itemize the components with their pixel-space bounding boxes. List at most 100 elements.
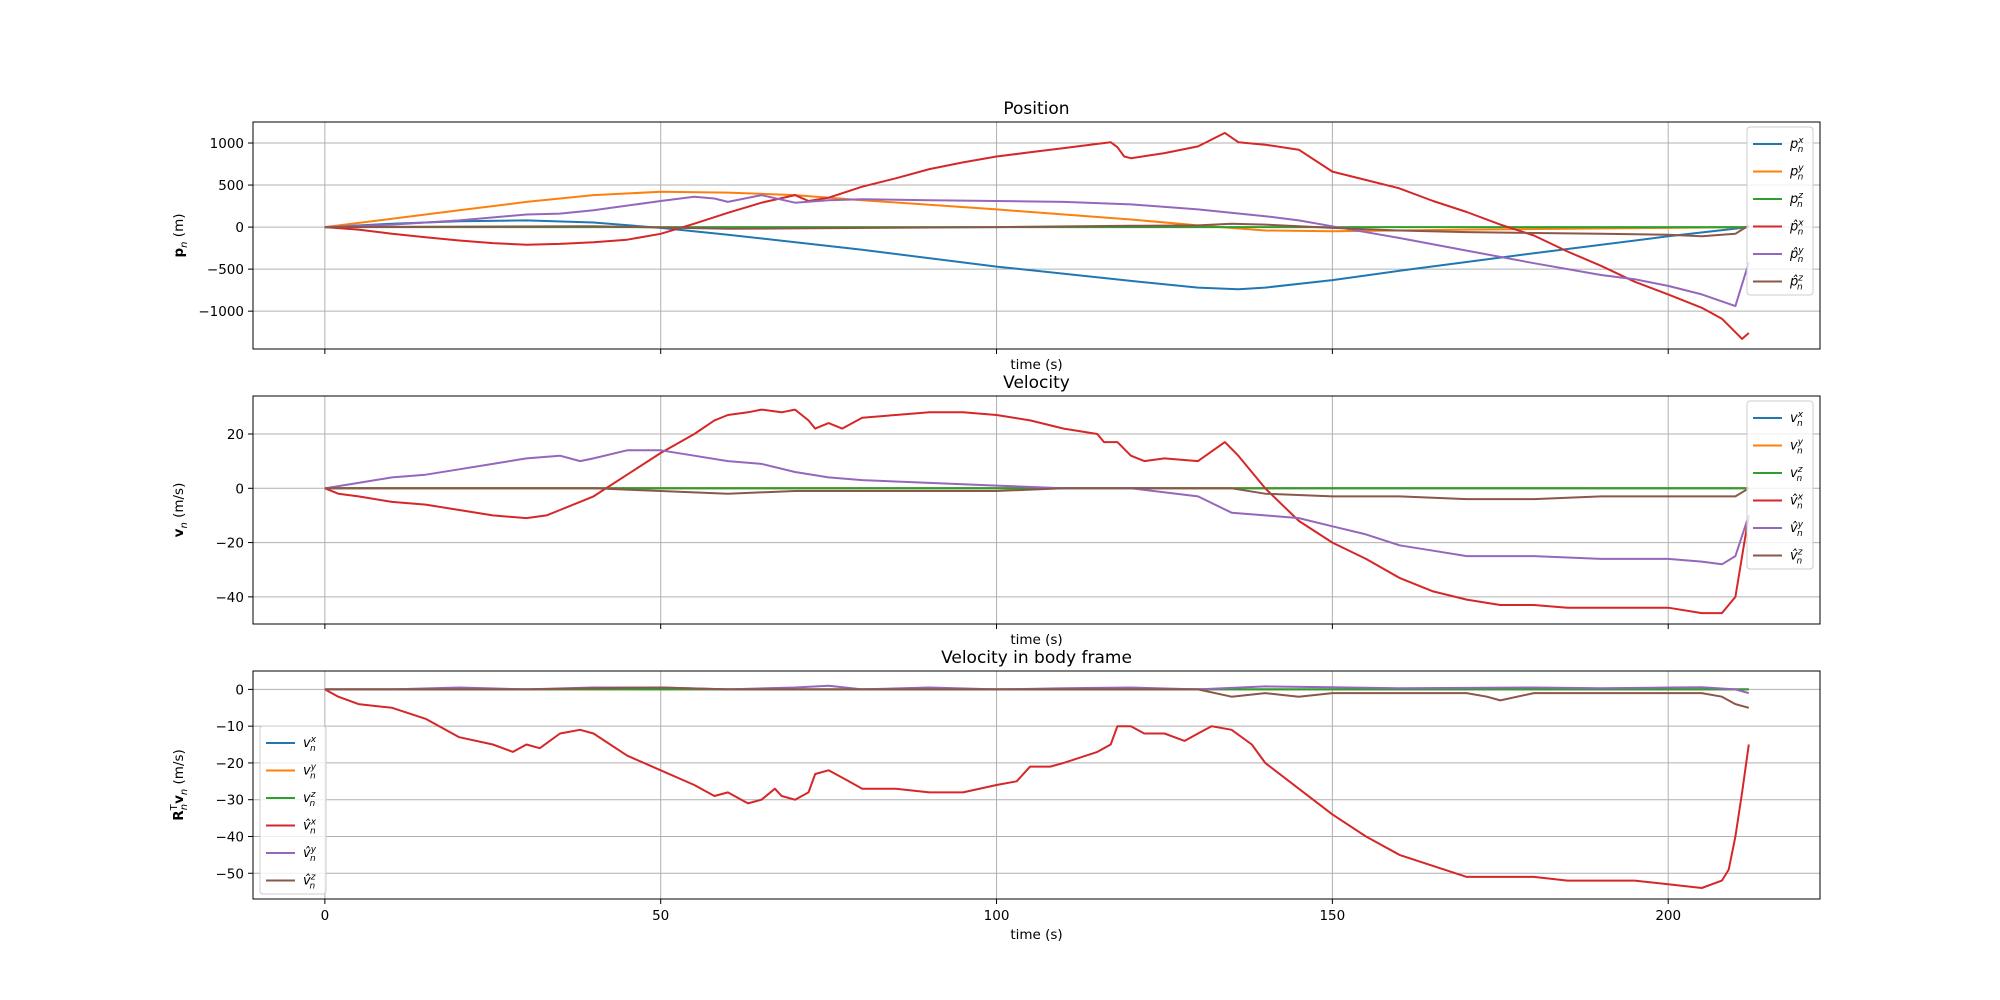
legend-box <box>1746 400 1814 570</box>
legend-label-base: v <box>303 764 311 779</box>
legend: px np_n^xpy np_n^ypz np_n^zp̂x np̂_n^xp̂y np̂… <box>1746 126 1814 296</box>
legend-label-base: v̂ <box>303 846 311 861</box>
legend-label-1: vy nv_n^y <box>303 763 317 782</box>
series-group <box>324 131 1750 340</box>
legend-label-base: p <box>1789 137 1798 152</box>
legend-label-base: v <box>1790 439 1798 454</box>
legend-label-sup: z <box>1797 465 1803 475</box>
legend-label-sub: n <box>1797 447 1803 457</box>
chart-title: Position <box>1003 99 1069 119</box>
legend-label-sub: n <box>1798 228 1804 238</box>
legend-label-base: p̂ <box>1789 247 1798 262</box>
legend-label-sup: z <box>310 790 316 800</box>
series-line-1 <box>324 190 1749 233</box>
legend-label-3: v̂x nv̂_n^x <box>303 818 317 837</box>
legend-label-sub: n <box>1796 474 1802 484</box>
legend-label-sup: y <box>310 845 317 855</box>
legend-label-sup: y <box>1797 520 1804 530</box>
x-tick-label: 50 <box>652 908 669 924</box>
legend-label-5: p̂z np̂_n^z <box>1789 274 1803 293</box>
legend-label-sub: n <box>1798 173 1804 183</box>
y-tick-label: −30 <box>216 793 245 809</box>
y-tick-label: 0 <box>235 220 244 236</box>
axes-frame <box>252 121 1821 350</box>
y-label-sup: T <box>169 803 180 811</box>
y-tick-label: 0 <box>235 682 244 698</box>
legend-label-sub: n <box>1797 502 1803 512</box>
y-tick-label: 1000 <box>210 136 244 152</box>
y-tick-label: −20 <box>216 756 245 772</box>
y-tick-label: −20 <box>216 536 245 552</box>
y-label-base: R <box>171 810 187 821</box>
axes-frame <box>252 395 1821 625</box>
legend-label-4: v̂y nv̂_n^y <box>303 845 317 864</box>
y-axis-label: RTnvn (m/s)R_n^T v_n (m/s) <box>169 749 190 821</box>
legend-label-base: v <box>1790 466 1798 481</box>
legend-label-sup: x <box>310 818 317 828</box>
legend-label-2: pz np_n^z <box>1789 191 1803 210</box>
legend-box <box>259 725 327 895</box>
y-label-unit: (m) <box>171 214 187 242</box>
y-tick-label: −40 <box>216 590 245 606</box>
legend-label-3: p̂x np̂_n^x <box>1789 219 1804 238</box>
series-line-5 <box>324 222 1750 238</box>
legend-label-sub: n <box>1798 145 1804 155</box>
legend-label-sub: n <box>309 799 315 809</box>
legend-label-3: v̂x nv̂_n^x <box>1790 493 1804 512</box>
x-axis-label: time (s) <box>1010 927 1062 943</box>
y-axis-label: pn (m)p_n (m) <box>171 214 190 258</box>
series-line-5 <box>324 487 1750 501</box>
y-axis-label: vn (m/s)v_n (m/s) <box>171 483 190 538</box>
legend-label-5: v̂z nv̂_n^z <box>1790 548 1803 567</box>
legend-label-sub: n <box>310 854 316 864</box>
legend-label-1: vy nv_n^y <box>1790 438 1804 457</box>
legend-label-sub: n <box>1797 283 1803 293</box>
legend-label-base: v̂ <box>1790 494 1798 509</box>
legend-label-sub: n <box>310 827 316 837</box>
y-label-base: v <box>171 528 187 537</box>
x-tick-label: 0 <box>321 908 330 924</box>
legend-label-sup: y <box>1797 164 1804 174</box>
x-tick-label: 150 <box>1319 908 1345 924</box>
series-line-3 <box>324 131 1750 340</box>
legend-label-base: p <box>1789 192 1798 207</box>
y-tick-label: −1000 <box>198 304 244 320</box>
legend-label-sup: y <box>310 763 317 773</box>
y-label-sub2: n <box>179 789 190 795</box>
legend-label-sub: n <box>310 772 316 782</box>
series-group <box>324 408 1750 615</box>
y-label-sub: n <box>179 241 190 247</box>
legend-label-4: v̂y nv̂_n^y <box>1790 520 1804 539</box>
legend-label-sub: n <box>1796 557 1802 567</box>
legend-label-base: v̂ <box>303 819 311 834</box>
legend-label-1: py np_n^y <box>1789 164 1804 183</box>
legend-label-base: v̂ <box>303 874 311 889</box>
x-axis-label: time (s) <box>1010 357 1062 373</box>
series-line-3 <box>324 688 1750 889</box>
legend-label-sup: y <box>1797 246 1804 256</box>
y-tick-label: 500 <box>218 178 244 194</box>
axes-frame <box>252 670 1821 900</box>
y-label-base: p <box>171 248 187 258</box>
y-tick-label: −50 <box>216 866 245 882</box>
legend-label-sup: z <box>1797 274 1803 284</box>
legend-label-base: v <box>303 791 311 806</box>
series-line-4 <box>324 194 1750 308</box>
y-tick-label: 0 <box>235 481 244 497</box>
y-label-sub: n <box>179 804 190 810</box>
chart-title: Velocity in body frame <box>941 648 1132 668</box>
y-tick-label: 20 <box>227 427 244 443</box>
legend-label-sub: n <box>1798 255 1804 265</box>
legend-label-5: v̂z nv̂_n^z <box>303 873 316 892</box>
legend-label-sub: n <box>310 744 316 754</box>
series-group <box>324 684 1750 889</box>
series-line-3 <box>324 408 1750 615</box>
legend-label-sup: y <box>1797 438 1804 448</box>
y-tick-label: −40 <box>216 829 245 845</box>
legend-label-2: vz nv_n^z <box>303 790 316 809</box>
legend-label-sup: x <box>1797 410 1804 420</box>
legend-label-base: v̂ <box>1790 549 1798 564</box>
y-label-unit: (m/s) <box>171 749 187 789</box>
